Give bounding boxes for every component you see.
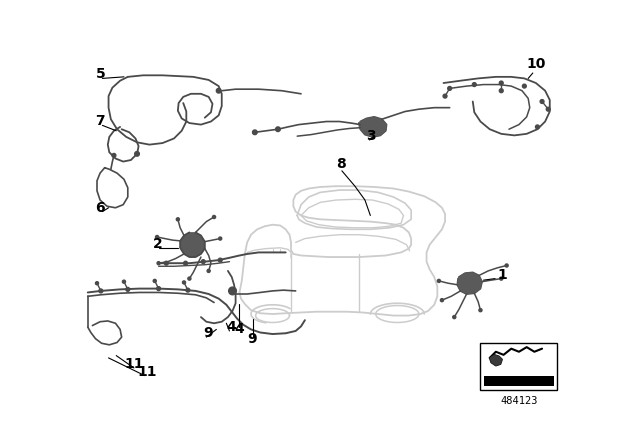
Circle shape [437, 280, 440, 282]
Text: 1: 1 [497, 267, 507, 282]
Text: 4: 4 [227, 320, 236, 334]
Text: 4: 4 [234, 322, 244, 336]
Circle shape [126, 288, 130, 291]
Polygon shape [359, 117, 387, 137]
Circle shape [184, 261, 188, 265]
Circle shape [216, 88, 221, 93]
Circle shape [505, 264, 508, 267]
Text: 9: 9 [204, 326, 213, 340]
Circle shape [472, 82, 476, 86]
Circle shape [188, 277, 191, 280]
Circle shape [176, 218, 179, 221]
Circle shape [157, 262, 160, 265]
Circle shape [157, 287, 161, 291]
Circle shape [443, 94, 447, 98]
Bar [484, 376, 554, 386]
Circle shape [253, 130, 257, 134]
Circle shape [500, 277, 503, 280]
Polygon shape [458, 272, 482, 294]
Circle shape [122, 280, 125, 283]
Circle shape [212, 215, 216, 219]
Circle shape [112, 154, 116, 157]
Circle shape [522, 84, 526, 88]
Text: 2: 2 [152, 237, 162, 251]
Circle shape [186, 288, 190, 292]
Text: 3: 3 [367, 129, 376, 143]
Circle shape [228, 287, 236, 295]
Circle shape [540, 99, 544, 103]
Circle shape [536, 125, 540, 129]
Circle shape [99, 289, 103, 293]
Circle shape [164, 261, 168, 265]
Circle shape [452, 315, 456, 319]
Text: 7: 7 [95, 114, 105, 128]
Polygon shape [180, 233, 205, 257]
Text: 5: 5 [95, 67, 105, 82]
Circle shape [440, 299, 444, 302]
Circle shape [182, 281, 186, 284]
Circle shape [219, 237, 221, 240]
Circle shape [547, 107, 550, 111]
Text: 6: 6 [95, 201, 105, 215]
Circle shape [448, 86, 452, 90]
Circle shape [499, 89, 503, 93]
Text: 484123: 484123 [500, 396, 538, 406]
Circle shape [202, 260, 205, 263]
Text: 9: 9 [247, 332, 257, 345]
Circle shape [207, 269, 210, 272]
Circle shape [218, 258, 222, 262]
Polygon shape [490, 355, 502, 366]
Text: 8: 8 [336, 157, 346, 171]
Circle shape [499, 81, 503, 85]
Text: 10: 10 [527, 56, 546, 71]
Circle shape [276, 127, 280, 132]
Text: 11: 11 [137, 365, 157, 379]
Circle shape [153, 280, 156, 282]
Circle shape [95, 282, 99, 285]
Text: 11: 11 [124, 357, 143, 371]
Circle shape [479, 309, 482, 312]
Circle shape [156, 236, 159, 238]
Bar [481, 343, 557, 390]
Circle shape [135, 151, 140, 156]
